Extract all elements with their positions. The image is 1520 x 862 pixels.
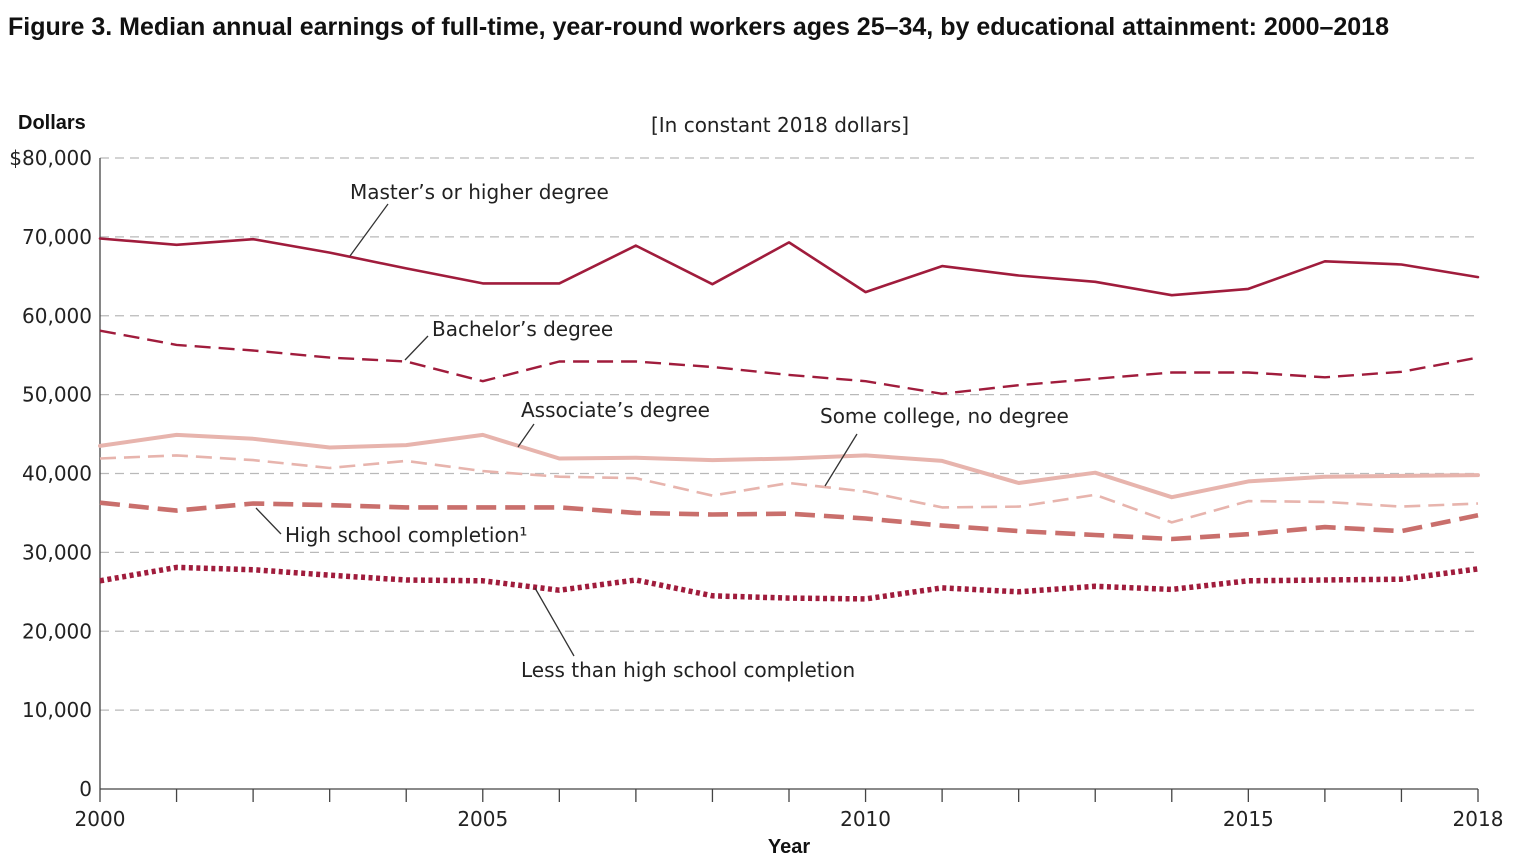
x-tick-label: 2018 [1453, 807, 1504, 831]
series-label-bachelors: Bachelor’s degree [432, 317, 613, 341]
series-label-associates: Associate’s degree [521, 398, 710, 422]
leader-line-bachelors [404, 335, 429, 361]
y-tick-label: 0 [79, 777, 92, 801]
x-axis-title: Year [768, 836, 810, 858]
y-tick-label: 40,000 [22, 462, 92, 486]
x-tick-label: 2005 [457, 807, 508, 831]
y-axis-title: Dollars [18, 112, 86, 134]
series-line-masters [98, 237, 1480, 297]
series-line-less-than-hs [99, 564, 1479, 602]
series-labels: Master’s or higher degree Bachelor’s deg… [255, 180, 1069, 682]
x-tick-label: 2000 [75, 807, 126, 831]
gridlines [100, 157, 1478, 711]
leader-line-high-school [255, 507, 282, 535]
leader-line-some-college [824, 433, 858, 487]
leader-line-associates [517, 423, 535, 448]
y-tick-label: 70,000 [22, 225, 92, 249]
series-label-less-than-hs: Less than high school completion [521, 658, 855, 682]
series-lines [98, 237, 1480, 602]
series-label-masters: Master’s or higher degree [350, 180, 609, 204]
chart-title: Figure 3. Median annual earnings of full… [8, 13, 1389, 41]
series-label-high-school: High school completion¹ [285, 523, 527, 547]
y-tick-label: 20,000 [22, 619, 92, 643]
series-line-some-college [99, 454, 1479, 524]
x-tick-label: 2010 [840, 807, 891, 831]
axes: $80,000 70,000 60,000 50,000 40,000 30,000 20,… [9, 146, 1503, 831]
leader-line-less-than-hs [534, 587, 575, 657]
y-tick-label: 50,000 [22, 383, 92, 407]
y-tick-label: $80,000 [9, 146, 92, 170]
x-tick-label: 2015 [1223, 807, 1274, 831]
y-tick-label: 60,000 [22, 304, 92, 328]
y-tick-label: 10,000 [22, 698, 92, 722]
series-line-high-school [99, 500, 1479, 542]
leader-line-masters [349, 203, 389, 257]
series-line-associates [98, 432, 1480, 500]
chart-subtitle: [In constant 2018 dollars] [651, 113, 909, 137]
y-tick-label: 30,000 [22, 540, 92, 564]
series-label-some-college: Some college, no degree [820, 404, 1069, 428]
series-line-bachelors [99, 329, 1479, 395]
